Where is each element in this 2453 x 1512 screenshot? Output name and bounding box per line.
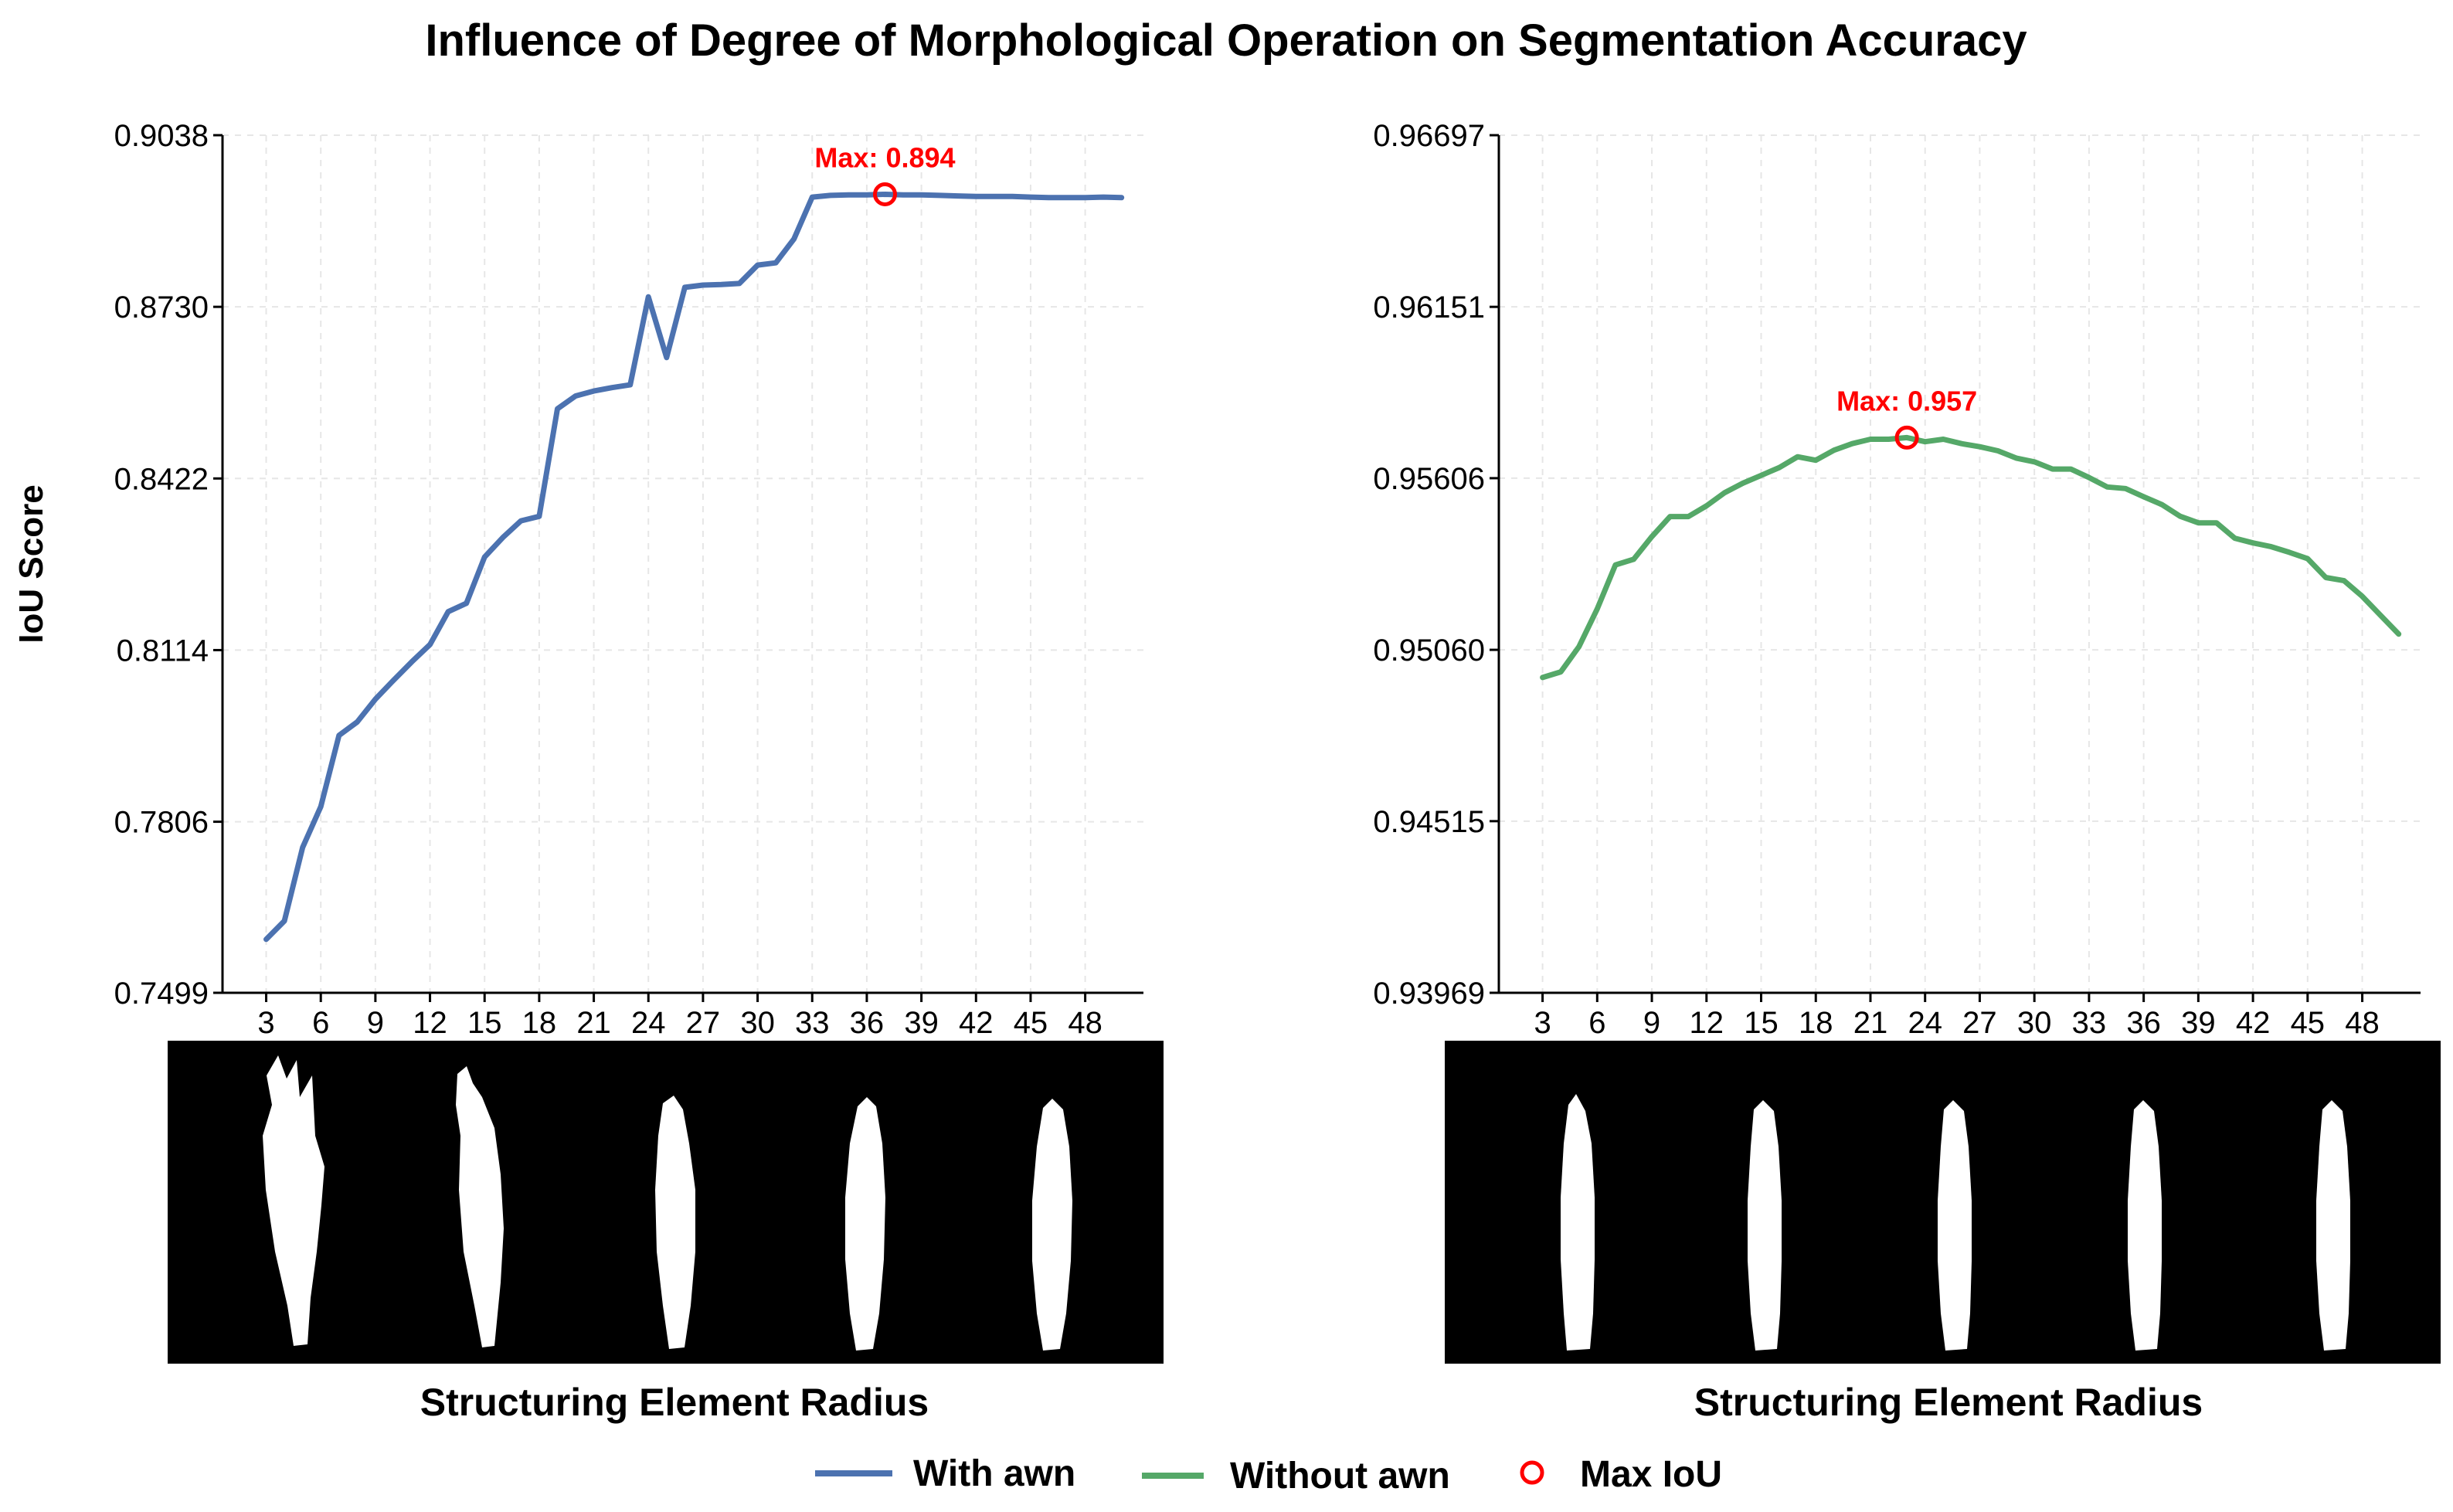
- x-tick-label-14: 45: [2291, 1006, 2326, 1040]
- chart-without-awn: 0.93969 0.94515 0.95060 0.95606 0.96151 0.966…: [1373, 119, 2421, 1040]
- mask-without-awn-radius-4: [2128, 1100, 2162, 1351]
- x-tick-label-1: 6: [312, 1006, 329, 1040]
- x-tick-label-15: 48: [2345, 1006, 2380, 1040]
- x-tick-label-9: 30: [2017, 1006, 2052, 1040]
- x-tick-label-1: 6: [1588, 1006, 1605, 1040]
- x-tick-label-14: 45: [1014, 1006, 1048, 1040]
- mask-without-awn-radius-1: [1561, 1094, 1595, 1351]
- x-tick-label-8: 27: [686, 1006, 721, 1040]
- legend-label-with-awn: With awn: [913, 1453, 1075, 1494]
- mask-with-awn-radius-1: [263, 1055, 324, 1346]
- y-tick-label-2: 0.8114: [117, 634, 209, 668]
- y-tick-label-4: 0.96151: [1373, 291, 1485, 324]
- max-marker: [1894, 425, 1919, 450]
- y-tick-label-1: 0.94515: [1373, 805, 1485, 839]
- mask-strip-with-awn: [168, 1041, 1164, 1364]
- x-tick-label-3: 12: [1690, 1006, 1724, 1040]
- x-tick-label-3: 12: [413, 1006, 447, 1040]
- mask-with-awn-radius-4: [845, 1097, 885, 1351]
- series-line-without-awn: [1540, 434, 2402, 681]
- y-tick-label-3: 0.95606: [1373, 462, 1485, 496]
- x-tick-label-12: 39: [2181, 1006, 2216, 1040]
- max-label: Max: 0.957: [1836, 385, 1977, 416]
- y-tick-label-2: 0.95060: [1373, 634, 1485, 668]
- legend-label-max-iou: Max IoU: [1580, 1454, 1722, 1495]
- figure-title: Influence of Degree of Morphological Ope…: [425, 15, 2027, 66]
- x-tick-label-6: 21: [1853, 1006, 1888, 1040]
- x-tick-label-0: 3: [257, 1006, 274, 1040]
- x-tick-label-8: 27: [1962, 1006, 1997, 1040]
- x-tick-label-7: 24: [631, 1006, 666, 1040]
- series-line-with-awn: [263, 192, 1125, 943]
- y-tick-label-0: 0.7499: [114, 977, 209, 1011]
- mask-without-awn-radius-3: [1938, 1100, 1972, 1351]
- y-tick-label-3: 0.8422: [114, 462, 209, 496]
- y-tick-label-5: 0.9038: [114, 119, 209, 153]
- x-tick-label-2: 9: [367, 1006, 384, 1040]
- x-tick-label-9: 30: [740, 1006, 775, 1040]
- y-tick-label-4: 0.8730: [114, 291, 209, 324]
- x-tick-label-15: 48: [1068, 1006, 1102, 1040]
- mask-without-awn-radius-2: [1748, 1100, 1782, 1351]
- x-tick-label-5: 18: [522, 1006, 557, 1040]
- legend: With awn Without awn Max IoU: [815, 1453, 1722, 1497]
- x-tick-label-2: 9: [1643, 1006, 1660, 1040]
- x-tick-label-13: 42: [2236, 1006, 2271, 1040]
- y-tick-label-1: 0.7806: [114, 806, 209, 840]
- x-tick-label-6: 21: [576, 1006, 611, 1040]
- mask-with-awn-radius-5: [1032, 1099, 1072, 1351]
- x-tick-label-11: 36: [2126, 1006, 2161, 1040]
- legend-label-without-awn: Without awn: [1230, 1456, 1450, 1497]
- x-axis-label-with-awn: Structuring Element Radius: [420, 1381, 929, 1424]
- x-tick-label-4: 15: [467, 1006, 502, 1040]
- x-tick-label-5: 18: [1799, 1006, 1833, 1040]
- x-axis-label-without-awn: Structuring Element Radius: [1694, 1381, 2203, 1424]
- mask-with-awn-radius-2: [456, 1066, 504, 1347]
- y-tick-label-0: 0.93969: [1373, 977, 1485, 1011]
- x-tick-label-7: 24: [1908, 1006, 1942, 1040]
- x-tick-label-0: 3: [1534, 1006, 1551, 1040]
- x-tick-label-11: 36: [850, 1006, 885, 1040]
- x-tick-label-10: 33: [2072, 1006, 2107, 1040]
- max-marker: [872, 182, 897, 206]
- y-axis-label: IoU Score: [12, 484, 50, 643]
- x-tick-label-13: 42: [959, 1006, 994, 1040]
- mask-with-awn-radius-3: [655, 1096, 695, 1349]
- mask-without-awn-radius-5: [2316, 1100, 2350, 1351]
- legend-marker-max-iou: [1520, 1460, 1544, 1485]
- y-tick-label-5: 0.96697: [1373, 119, 1485, 153]
- x-tick-label-10: 33: [795, 1006, 830, 1040]
- x-tick-label-12: 39: [904, 1006, 939, 1040]
- x-tick-label-4: 15: [1744, 1006, 1779, 1040]
- max-label: Max: 0.894: [814, 141, 955, 173]
- mask-strip-without-awn: [1445, 1041, 2441, 1364]
